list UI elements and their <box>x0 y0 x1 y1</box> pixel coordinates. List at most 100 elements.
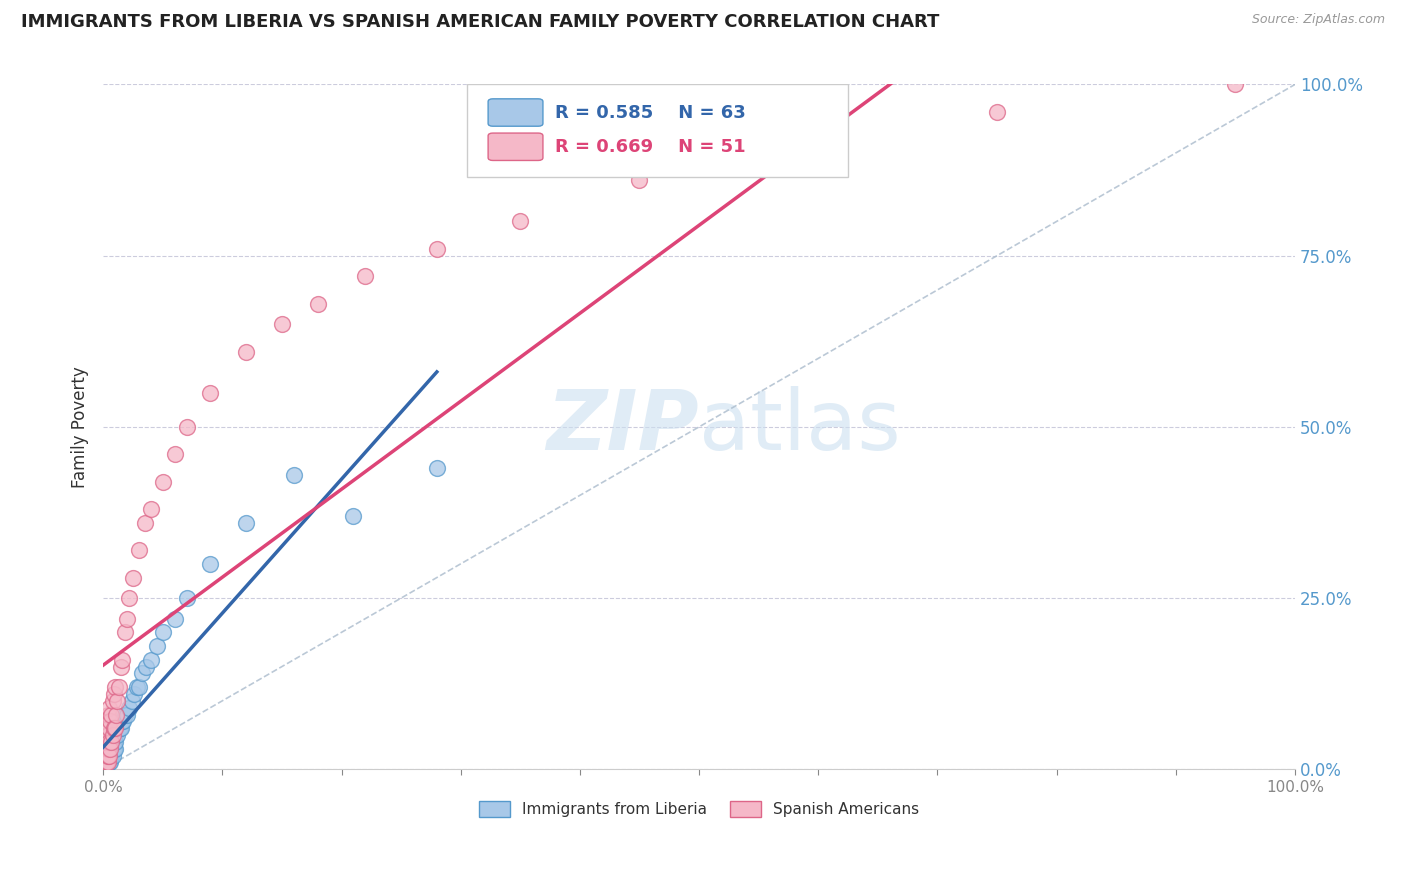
Point <box>122 570 145 584</box>
Point <box>96 735 118 749</box>
Point <box>108 721 131 735</box>
Text: R = 0.669    N = 51: R = 0.669 N = 51 <box>555 137 745 156</box>
Point <box>307 296 329 310</box>
Point <box>104 680 127 694</box>
Point <box>145 639 167 653</box>
Point <box>97 748 120 763</box>
Point <box>135 659 157 673</box>
Point <box>111 653 134 667</box>
Point <box>128 680 150 694</box>
Point <box>96 748 118 763</box>
Point <box>97 756 120 770</box>
Point <box>176 591 198 606</box>
Point <box>98 714 121 729</box>
Point <box>509 214 531 228</box>
Point <box>139 653 162 667</box>
Point <box>118 700 141 714</box>
Point <box>131 666 153 681</box>
Point <box>1225 78 1247 92</box>
FancyBboxPatch shape <box>488 133 543 161</box>
Point <box>128 543 150 558</box>
Point <box>103 721 125 735</box>
Point <box>110 721 132 735</box>
Point <box>98 748 121 763</box>
Point <box>110 659 132 673</box>
Point <box>628 173 651 187</box>
Point <box>283 467 305 482</box>
Point <box>100 748 122 763</box>
Point <box>100 741 122 756</box>
Point <box>200 385 222 400</box>
Point <box>98 756 121 770</box>
Point <box>97 756 120 770</box>
Point <box>107 728 129 742</box>
Point <box>115 707 138 722</box>
FancyBboxPatch shape <box>488 99 543 126</box>
Point <box>107 721 129 735</box>
Point <box>139 502 162 516</box>
Point <box>163 612 186 626</box>
Text: Source: ZipAtlas.com: Source: ZipAtlas.com <box>1251 13 1385 27</box>
Point <box>101 728 124 742</box>
Point <box>104 741 127 756</box>
Point <box>104 735 127 749</box>
Point <box>112 714 135 729</box>
Text: ZIP: ZIP <box>547 386 699 467</box>
Point <box>235 516 257 530</box>
Point <box>100 707 122 722</box>
Point <box>163 447 186 461</box>
Point <box>98 748 121 763</box>
Point <box>986 104 1008 119</box>
Point <box>101 741 124 756</box>
Point <box>103 741 125 756</box>
Point <box>97 741 120 756</box>
Point <box>122 687 145 701</box>
Point <box>354 269 377 284</box>
Point <box>271 317 294 331</box>
Point <box>96 735 118 749</box>
Point <box>96 748 118 763</box>
Point <box>101 694 124 708</box>
Point <box>152 475 174 489</box>
Point <box>176 420 198 434</box>
Point <box>98 735 121 749</box>
Point <box>97 741 120 756</box>
Point <box>104 728 127 742</box>
Point <box>96 721 118 735</box>
Point <box>96 728 118 742</box>
Point <box>426 242 449 256</box>
Point <box>118 591 141 606</box>
Point <box>94 756 117 770</box>
FancyBboxPatch shape <box>467 85 848 177</box>
Point <box>104 721 127 735</box>
Point <box>94 748 117 763</box>
Point <box>783 145 806 160</box>
Point <box>426 461 449 475</box>
Point <box>111 714 134 729</box>
Point <box>103 735 125 749</box>
Point <box>115 612 138 626</box>
Point <box>97 756 120 770</box>
Point <box>121 694 143 708</box>
Point <box>100 735 122 749</box>
Point <box>97 748 120 763</box>
Point <box>98 741 121 756</box>
Point <box>103 687 125 701</box>
Y-axis label: Family Poverty: Family Poverty <box>72 366 89 488</box>
Point <box>134 516 156 530</box>
Point <box>114 707 136 722</box>
Point <box>98 741 121 756</box>
Point <box>98 700 121 714</box>
Point <box>98 721 121 735</box>
Text: atlas: atlas <box>699 386 901 467</box>
Point <box>98 748 121 763</box>
Point <box>235 344 257 359</box>
Text: R = 0.585    N = 63: R = 0.585 N = 63 <box>555 103 745 121</box>
Point <box>200 557 222 571</box>
Point <box>98 748 121 763</box>
Point <box>97 707 120 722</box>
Point <box>97 741 120 756</box>
Point <box>96 741 118 756</box>
Point <box>152 625 174 640</box>
Point <box>107 694 129 708</box>
